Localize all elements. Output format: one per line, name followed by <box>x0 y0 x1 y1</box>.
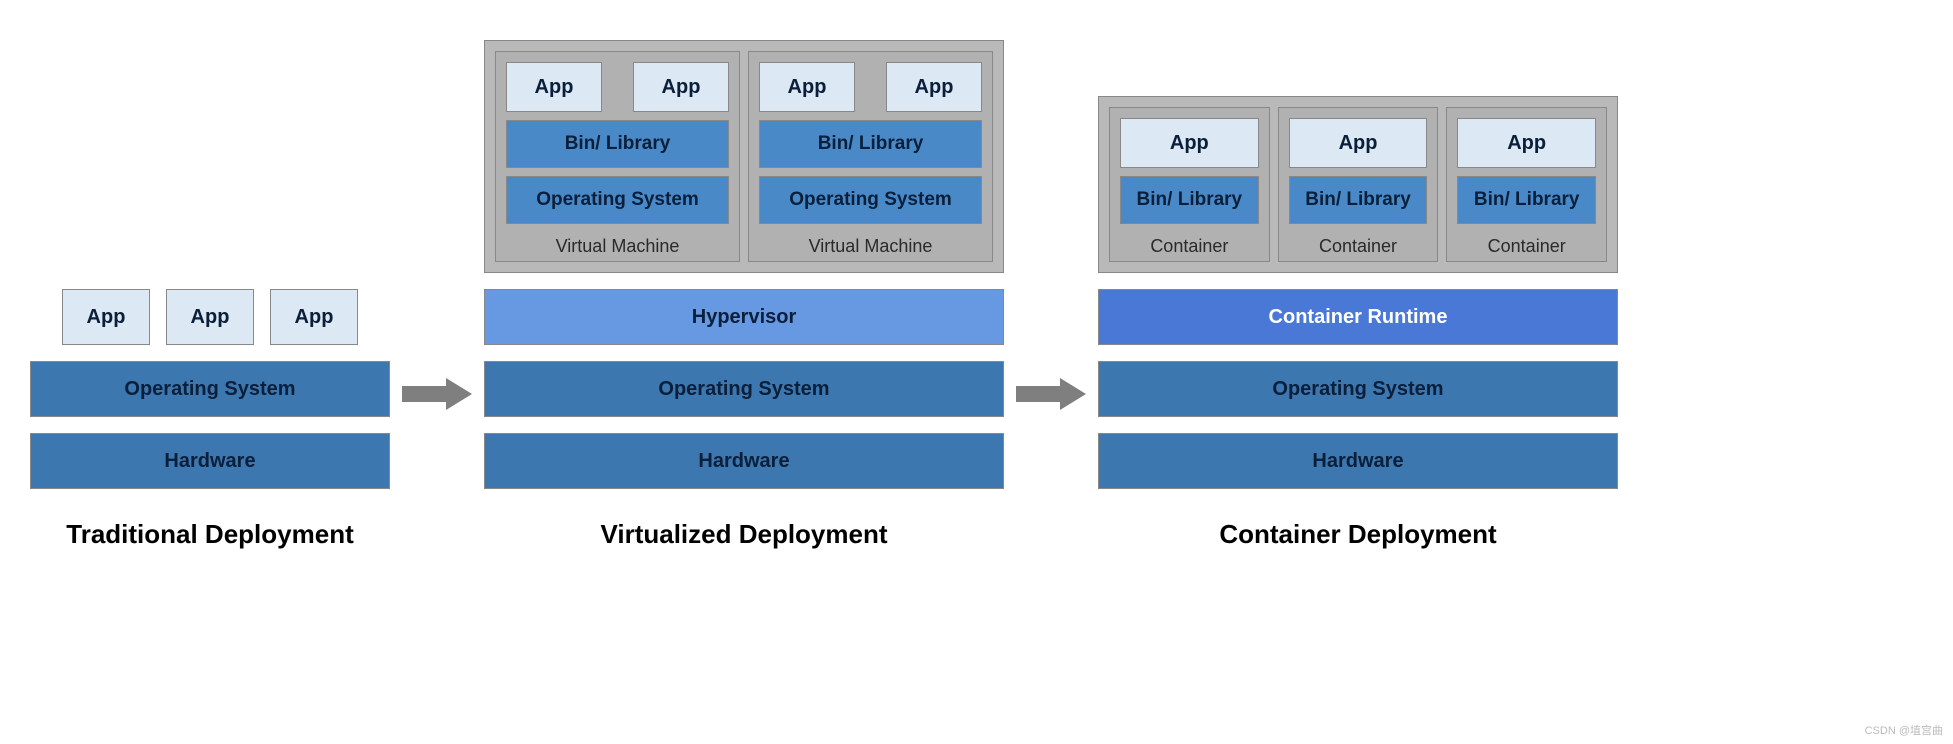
guest-os-block: Operating System <box>506 176 729 224</box>
app-box: App <box>759 62 855 112</box>
container-label: Container <box>1457 232 1596 257</box>
container-box: App Bin/ Library Container <box>1446 107 1607 262</box>
vm-label: Virtual Machine <box>506 232 729 257</box>
app-box: App <box>506 62 602 112</box>
container-box: App Bin/ Library Container <box>1278 107 1439 262</box>
container-column: App Bin/ Library Container App Bin/ Libr… <box>1098 96 1618 550</box>
vm-apps-row: App App <box>506 62 729 112</box>
arrow-2-column <box>1016 378 1086 550</box>
app-box: App <box>1289 118 1428 168</box>
os-block: Operating System <box>1098 361 1618 417</box>
container-panel: App Bin/ Library Container App Bin/ Libr… <box>1098 96 1618 273</box>
virtualized-column: App App Bin/ Library Operating System Vi… <box>484 40 1004 550</box>
app-box: App <box>62 289 150 345</box>
app-box: App <box>1457 118 1596 168</box>
vm-box: App App Bin/ Library Operating System Vi… <box>748 51 993 262</box>
arrow-1-column <box>402 378 472 550</box>
container-box: App Bin/ Library Container <box>1109 107 1270 262</box>
app-box: App <box>166 289 254 345</box>
traditional-column: App App App Operating System Hardware Tr… <box>30 289 390 550</box>
bin-library-block: Bin/ Library <box>1457 176 1596 224</box>
virtualized-stack: App App Bin/ Library Operating System Vi… <box>484 40 1004 489</box>
container-label: Container <box>1120 232 1259 257</box>
virtualized-title: Virtualized Deployment <box>600 519 887 550</box>
traditional-apps-row: App App App <box>62 289 358 345</box>
bin-library-block: Bin/ Library <box>759 120 982 168</box>
bin-library-block: Bin/ Library <box>1120 176 1259 224</box>
hardware-block: Hardware <box>484 433 1004 489</box>
app-box: App <box>1120 118 1259 168</box>
container-title: Container Deployment <box>1219 519 1496 550</box>
app-box: App <box>270 289 358 345</box>
vm-panel: App App Bin/ Library Operating System Vi… <box>484 40 1004 273</box>
traditional-title: Traditional Deployment <box>66 519 354 550</box>
arrow-right-icon <box>402 378 472 410</box>
os-block: Operating System <box>484 361 1004 417</box>
vm-box: App App Bin/ Library Operating System Vi… <box>495 51 740 262</box>
hardware-block: Hardware <box>1098 433 1618 489</box>
vm-label: Virtual Machine <box>759 232 982 257</box>
traditional-stack: App App App Operating System Hardware <box>30 289 390 489</box>
hardware-block: Hardware <box>30 433 390 489</box>
vm-apps-row: App App <box>759 62 982 112</box>
app-box: App <box>633 62 729 112</box>
arrow-right-icon <box>1016 378 1086 410</box>
app-box: App <box>886 62 982 112</box>
container-stack: App Bin/ Library Container App Bin/ Libr… <box>1098 96 1618 489</box>
os-block: Operating System <box>30 361 390 417</box>
bin-library-block: Bin/ Library <box>506 120 729 168</box>
container-runtime-block: Container Runtime <box>1098 289 1618 345</box>
guest-os-block: Operating System <box>759 176 982 224</box>
watermark: CSDN @埴宫曲 <box>1865 722 1943 738</box>
container-label: Container <box>1289 232 1428 257</box>
bin-library-block: Bin/ Library <box>1289 176 1428 224</box>
hypervisor-block: Hypervisor <box>484 289 1004 345</box>
